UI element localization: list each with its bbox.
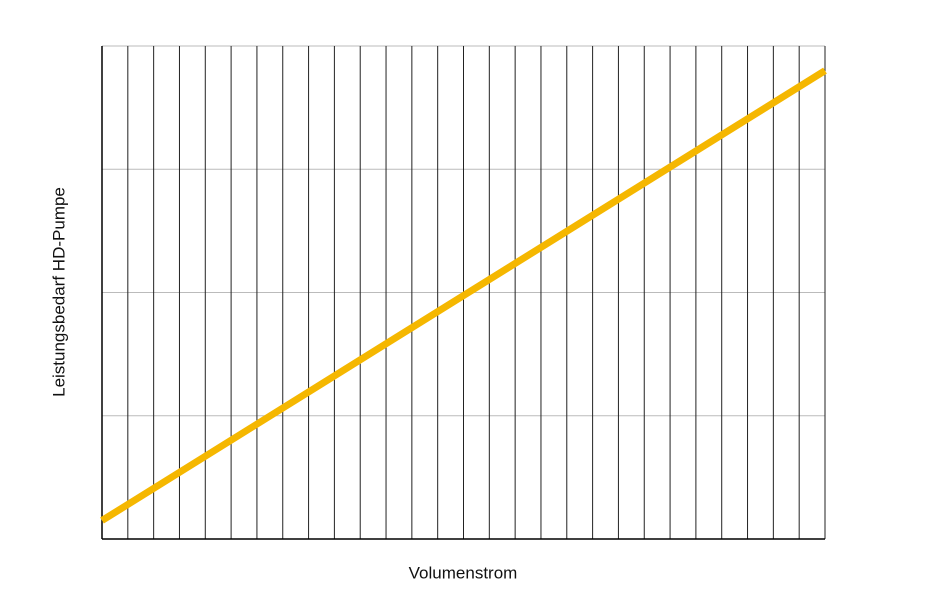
y-axis-label: Leistungsbedarf HD-Pumpe (49, 187, 68, 397)
x-axis-label: Volumenstrom (409, 563, 518, 582)
data-line (100, 67, 827, 524)
